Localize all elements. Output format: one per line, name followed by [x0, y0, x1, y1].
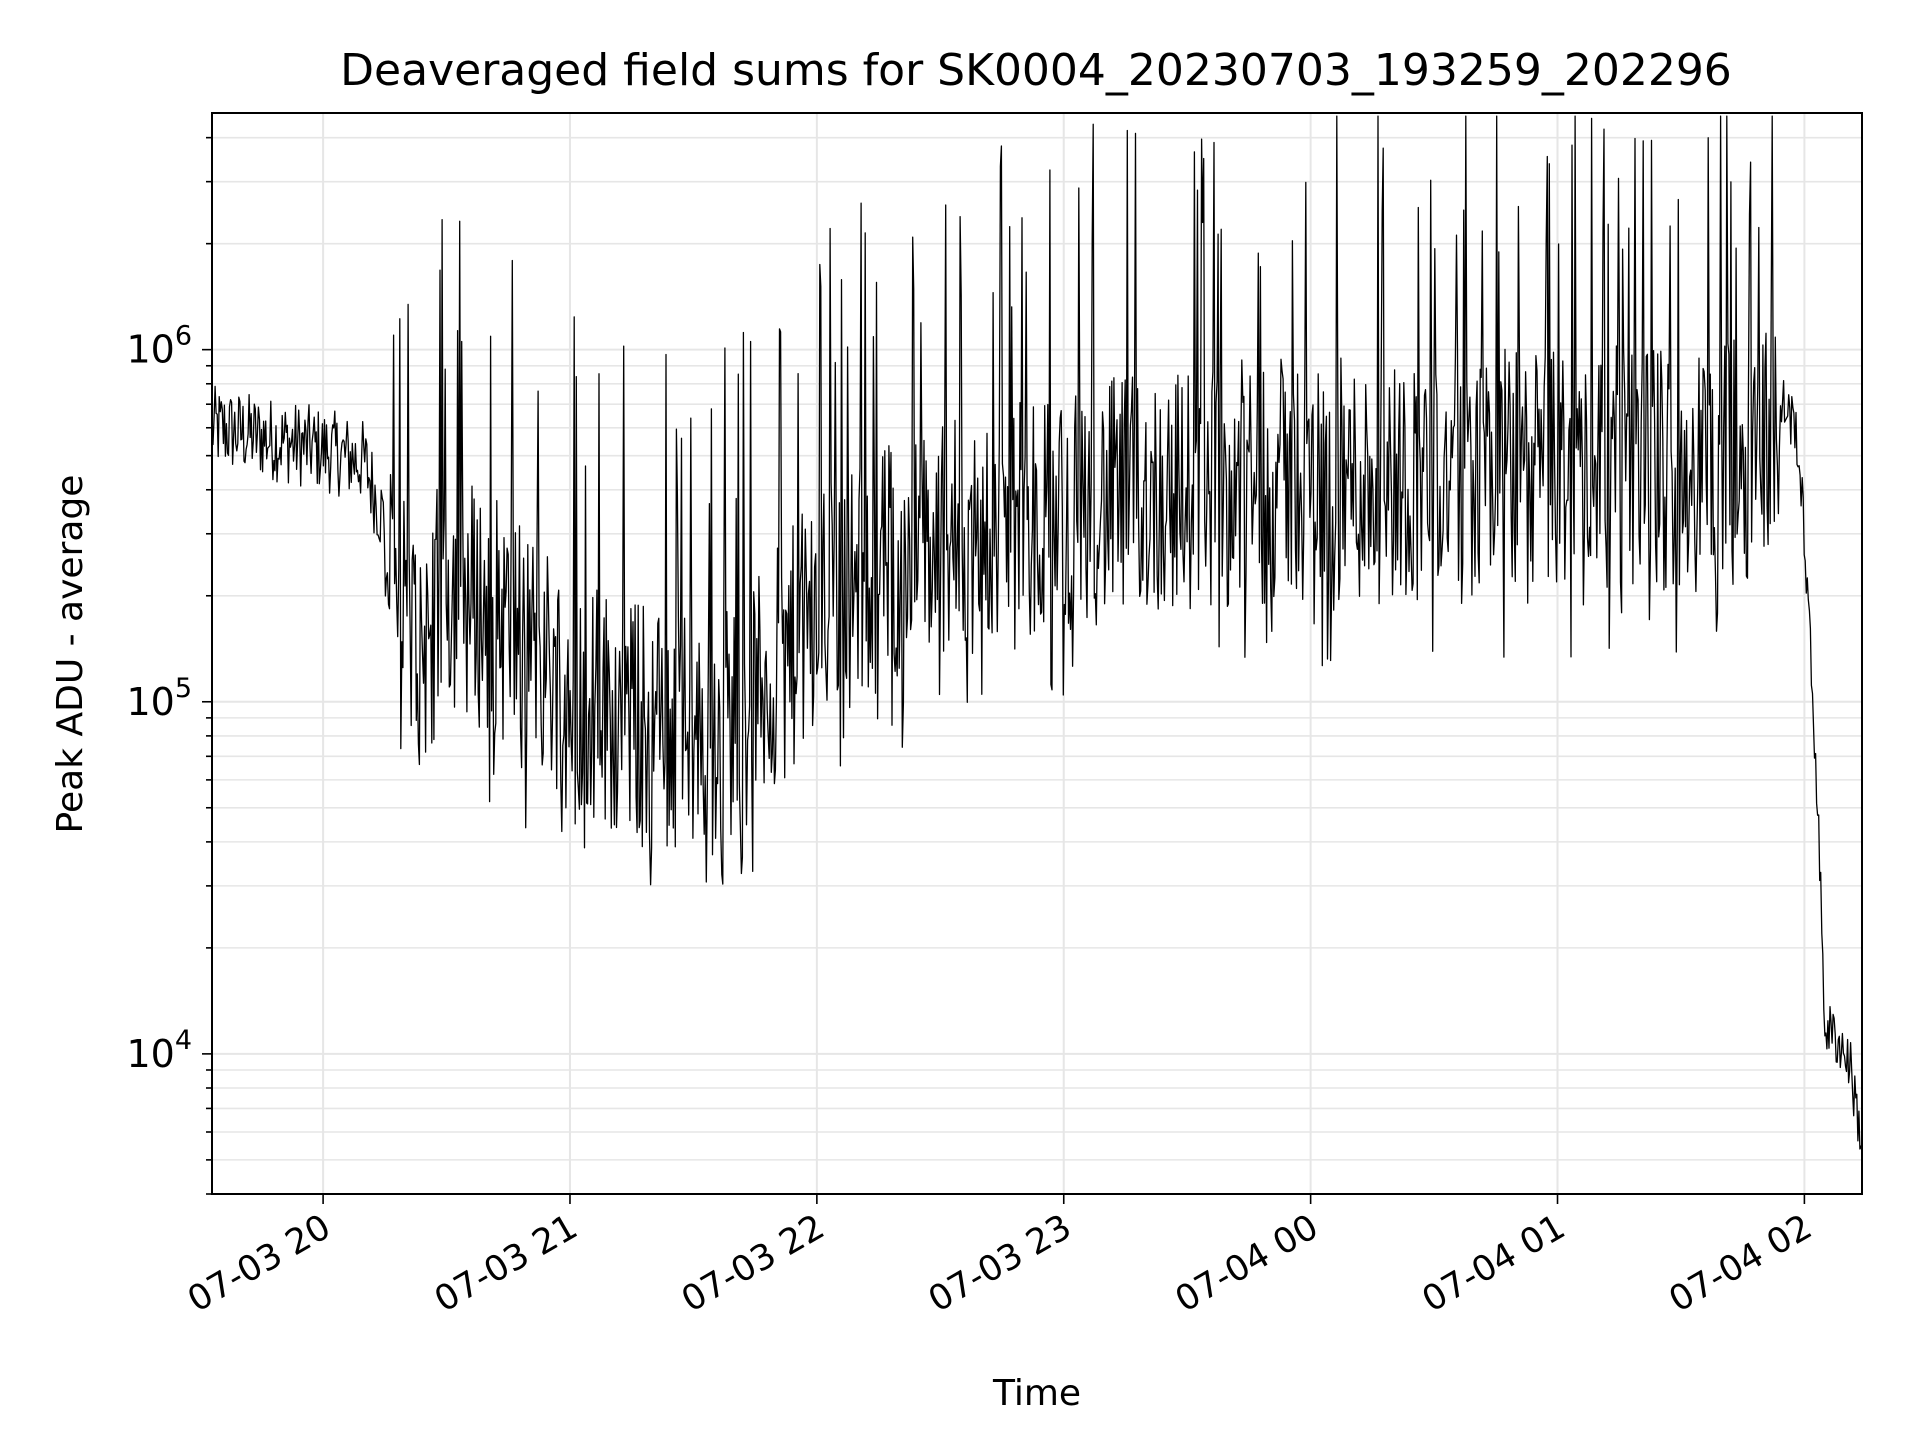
- x-tick-label: 07-04 01: [1416, 1207, 1572, 1320]
- plot-frame: [211, 112, 1863, 1195]
- data-layer: [211, 115, 1863, 1152]
- y-tick-label: 106: [126, 321, 192, 372]
- y-tick-label: 105: [126, 673, 192, 724]
- y-axis-label: Peak ADU - average: [50, 475, 91, 834]
- x-tick-label: 07-03 23: [922, 1207, 1078, 1320]
- chart-title: Deaveraged field sums for SK0004_2023070…: [340, 45, 1732, 96]
- x-axis: 07-03 20 07-03 21 07-03 22 07-03 23 07-04 00…: [181, 1194, 1819, 1320]
- x-tick-label: 07-04 02: [1663, 1207, 1819, 1320]
- x-tick-label: 07-04 00: [1169, 1207, 1325, 1320]
- y-axis: 104 105 106: [126, 136, 212, 1195]
- y-tick-label: 104: [126, 1025, 192, 1076]
- series-line: [211, 115, 1863, 1152]
- x-tick-label: 07-03 22: [675, 1207, 831, 1320]
- x-tick-label: 07-03 20: [181, 1207, 337, 1320]
- x-axis-label: Time: [992, 1373, 1081, 1414]
- x-tick-label: 07-03 21: [428, 1207, 584, 1320]
